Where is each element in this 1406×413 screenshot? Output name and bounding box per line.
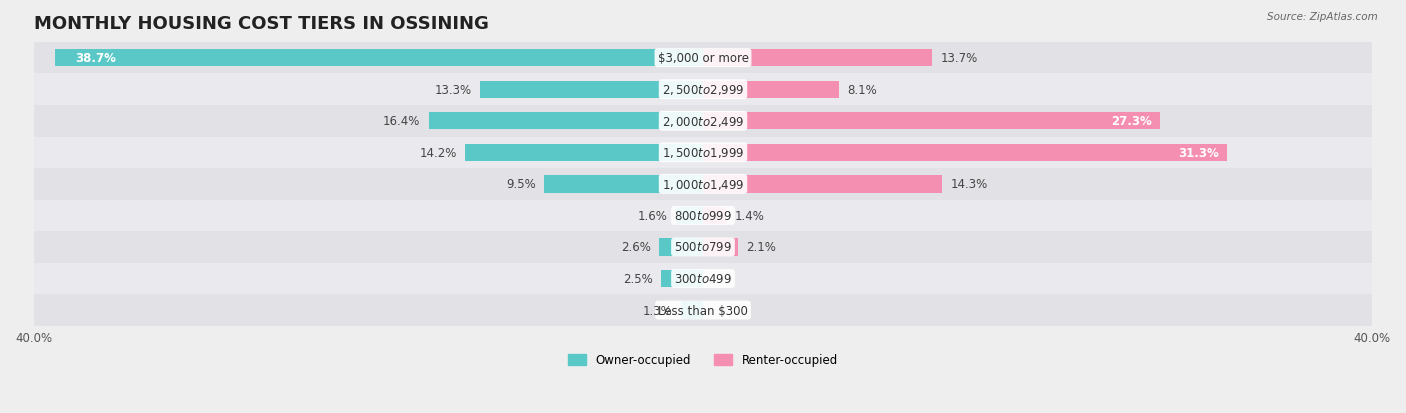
Bar: [34, 106, 1372, 137]
Bar: [659, 239, 703, 256]
Bar: [703, 239, 738, 256]
Text: 13.7%: 13.7%: [941, 52, 979, 65]
Bar: [429, 113, 703, 130]
Text: 38.7%: 38.7%: [76, 52, 117, 65]
Text: 2.6%: 2.6%: [621, 241, 651, 254]
Text: $800 to $999: $800 to $999: [673, 209, 733, 222]
Text: $300 to $499: $300 to $499: [673, 272, 733, 285]
Bar: [481, 81, 703, 99]
Text: 2.5%: 2.5%: [623, 272, 652, 285]
Text: $1,500 to $1,999: $1,500 to $1,999: [662, 146, 744, 160]
Bar: [34, 137, 1372, 169]
Bar: [34, 294, 1372, 326]
Bar: [34, 200, 1372, 232]
Bar: [703, 144, 1227, 161]
Bar: [703, 207, 727, 225]
Text: 2.1%: 2.1%: [747, 241, 776, 254]
Bar: [703, 176, 942, 193]
Bar: [34, 74, 1372, 106]
Text: 13.3%: 13.3%: [434, 83, 472, 97]
Bar: [55, 50, 703, 67]
Bar: [703, 81, 838, 99]
Text: $500 to $799: $500 to $799: [673, 241, 733, 254]
Text: 1.6%: 1.6%: [638, 209, 668, 222]
Bar: [465, 144, 703, 161]
Text: Less than $300: Less than $300: [658, 304, 748, 317]
Text: 31.3%: 31.3%: [1178, 147, 1219, 159]
Bar: [682, 301, 703, 319]
Text: Source: ZipAtlas.com: Source: ZipAtlas.com: [1267, 12, 1378, 22]
Text: 14.3%: 14.3%: [950, 178, 988, 191]
Bar: [34, 263, 1372, 294]
Bar: [34, 169, 1372, 200]
Text: 1.4%: 1.4%: [735, 209, 765, 222]
Text: 9.5%: 9.5%: [506, 178, 536, 191]
Text: 14.2%: 14.2%: [419, 147, 457, 159]
Legend: Owner-occupied, Renter-occupied: Owner-occupied, Renter-occupied: [564, 349, 842, 371]
Bar: [703, 113, 1160, 130]
Text: 16.4%: 16.4%: [382, 115, 420, 128]
Text: $3,000 or more: $3,000 or more: [658, 52, 748, 65]
Bar: [34, 232, 1372, 263]
Text: 8.1%: 8.1%: [846, 83, 877, 97]
Text: 1.3%: 1.3%: [643, 304, 673, 317]
Text: 27.3%: 27.3%: [1111, 115, 1152, 128]
Text: MONTHLY HOUSING COST TIERS IN OSSINING: MONTHLY HOUSING COST TIERS IN OSSINING: [34, 15, 488, 33]
Text: $2,000 to $2,499: $2,000 to $2,499: [662, 114, 744, 128]
Bar: [34, 43, 1372, 74]
Bar: [703, 50, 932, 67]
Text: $2,500 to $2,999: $2,500 to $2,999: [662, 83, 744, 97]
Bar: [661, 270, 703, 287]
Bar: [676, 207, 703, 225]
Text: $1,000 to $1,499: $1,000 to $1,499: [662, 178, 744, 191]
Bar: [544, 176, 703, 193]
